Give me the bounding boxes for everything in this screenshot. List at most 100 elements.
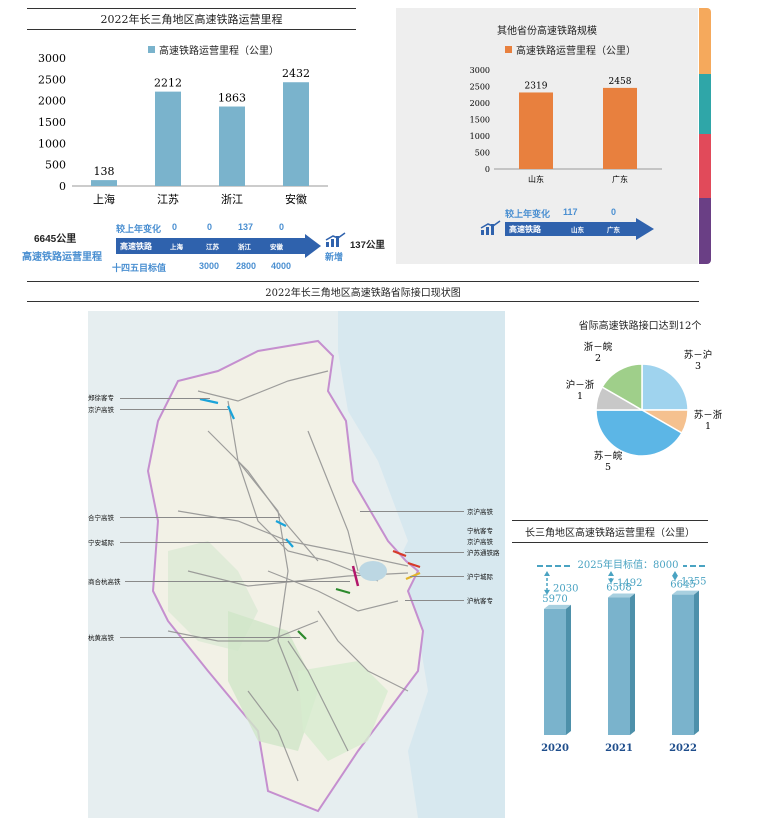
tl-target-jiangsu: 3000 (199, 261, 220, 271)
top-right-legend: 高速铁路运营里程（公里） (505, 42, 636, 57)
bar (519, 92, 553, 169)
gap-arrow-head (608, 578, 614, 584)
tl-change-jiangsu: 0 (207, 222, 213, 232)
pie-title: 省际高速铁路接口达到12个 (578, 321, 702, 332)
gap-label: 1355 (681, 576, 706, 587)
map-section-title: 2022年长三角地区高速铁路省际接口现状图 (265, 288, 461, 299)
top-left-rule-bottom (27, 29, 356, 30)
map-label-zhengxu: 郑徐客专 (88, 394, 114, 402)
bar-side (630, 593, 635, 735)
bar-value-label: 2432 (282, 67, 310, 80)
bar-value-label: 138 (94, 165, 115, 178)
pie-slice-value: 3 (695, 361, 701, 372)
side-tab-purple (699, 198, 711, 264)
y-tick-label: 1000 (470, 132, 490, 141)
gap-arrow-head (544, 589, 550, 595)
tl-arrow-bar: 高速铁路 上海 江苏 浙江 安徽 (116, 238, 306, 254)
tr-change-guangdong: 0 (611, 207, 617, 217)
top-right-bar-chart: 0 500 1000 1500 2000 2500 3000 2319 山东 2458 广东 (470, 66, 662, 184)
rail-interface-map (88, 311, 505, 818)
tl-arrow-label: 高速铁路 (120, 241, 152, 251)
top-left-bar-chart: 0 500 1000 1500 2000 2500 3000 138 上海 2212 江苏 1863 浙… (38, 52, 328, 206)
bar (603, 87, 637, 169)
map-label-jinghu-left: 京沪高铁 (88, 406, 114, 414)
y-tick-label: 500 (475, 149, 490, 158)
map-rule-top (27, 281, 699, 282)
bar-value-label: 6508 (606, 583, 631, 594)
legend-text: 高速铁路运营里程（公里） (516, 46, 636, 57)
y-tick-label: 2000 (38, 95, 66, 108)
bar-value-label: 1863 (218, 92, 246, 105)
x-tick-label: 广东 (612, 174, 628, 184)
pie-slice-value: 1 (577, 391, 583, 402)
tl-target-label: 十四五目标值 (112, 263, 167, 273)
pie-slice-label: 浙－皖 (584, 341, 613, 353)
gap-arrow-head (544, 571, 550, 576)
map-label-huning: 沪宁城际 (467, 573, 493, 581)
gap-arrow-head (672, 575, 678, 581)
bar-value-label: 2319 (525, 81, 548, 91)
map-leader-line (120, 517, 280, 518)
map-label-ninghang: 宁杭客专 (467, 527, 493, 535)
pie-slice-label: 苏－浙 (694, 409, 723, 421)
tl-change-zhejiang: 137 (238, 222, 254, 232)
gap-arrow-head (672, 571, 678, 576)
gap-arrow-head (608, 571, 614, 576)
map-label-jinghu-right-1: 京沪高铁 (467, 508, 493, 516)
tl-change-label: 较上年变化 (116, 224, 162, 234)
y-tick-label: 0 (485, 165, 490, 174)
legend-swatch (505, 46, 512, 53)
top-left-legend: 高速铁路运营里程（公里） (148, 42, 279, 57)
total-mileage-caption: 高速铁路运营里程 (22, 252, 102, 263)
tr-change-label: 较上年变化 (505, 209, 551, 219)
x-tick-label: 浙江 (221, 193, 243, 206)
target-bar-chart: 2025年目标值：8000 5970 2020 2030 6508 2021 1492 664… (537, 557, 706, 754)
side-tab-teal (699, 74, 711, 134)
tl-change-shanghai: 0 (172, 222, 178, 232)
y-tick-label: 1500 (470, 116, 490, 125)
bar (155, 91, 181, 186)
side-tab-red (699, 134, 711, 198)
map-leader-line (360, 511, 464, 512)
x-tick-label: 山东 (528, 174, 544, 184)
added-mileage-value: 137公里 (350, 240, 385, 251)
tr-arrow-head (636, 218, 654, 240)
bar-value-label: 5970 (542, 594, 567, 605)
map-leader-line (120, 409, 228, 410)
pie-slice-label: 苏－沪 (684, 349, 713, 361)
gap-label: 1492 (617, 578, 642, 589)
bar-side (694, 590, 699, 735)
map-leader-line (405, 552, 464, 553)
map-leader-line (125, 581, 350, 582)
y-tick-label: 3000 (470, 66, 490, 75)
bar (91, 180, 117, 186)
tr-arrow-label: 高速铁路 (509, 224, 541, 234)
side-tab-orange (699, 8, 711, 74)
map-label-jinghu-right-2: 京沪高铁 (467, 538, 493, 546)
tr-arrow-bar: 高速铁路 山东 广东 (505, 222, 637, 236)
map-label-hening: 合宁高铁 (88, 514, 114, 522)
pie-slice (641, 363, 689, 411)
pie-slice-value: 2 (595, 353, 601, 364)
map-drawing (88, 311, 505, 818)
map-leader-line (405, 600, 464, 601)
top-left-rule-top (27, 8, 356, 9)
y-tick-label: 500 (45, 159, 66, 172)
target-label-bg (573, 557, 683, 571)
tl-arrow-item: 上海 (170, 244, 183, 251)
bar-side (566, 604, 571, 735)
gap-label: 2030 (553, 583, 578, 594)
x-tick-label: 安徽 (285, 192, 307, 206)
map-rule-bottom (27, 301, 699, 302)
map-leader-line (120, 398, 210, 399)
map-label-huhang: 沪杭客专 (467, 597, 493, 605)
map-label-hanghuang: 杭黄高铁 (88, 634, 114, 642)
map-label-husutong: 沪苏通铁路 (467, 549, 500, 557)
y-tick-label: 2000 (470, 99, 490, 108)
tr-arrow-item: 山东 (571, 227, 584, 234)
bar-value-label: 2458 (609, 77, 632, 87)
bar (608, 597, 630, 735)
x-tick-label: 江苏 (157, 193, 179, 206)
bar-top (672, 590, 699, 595)
tr-chart-growth-icon (480, 220, 501, 235)
